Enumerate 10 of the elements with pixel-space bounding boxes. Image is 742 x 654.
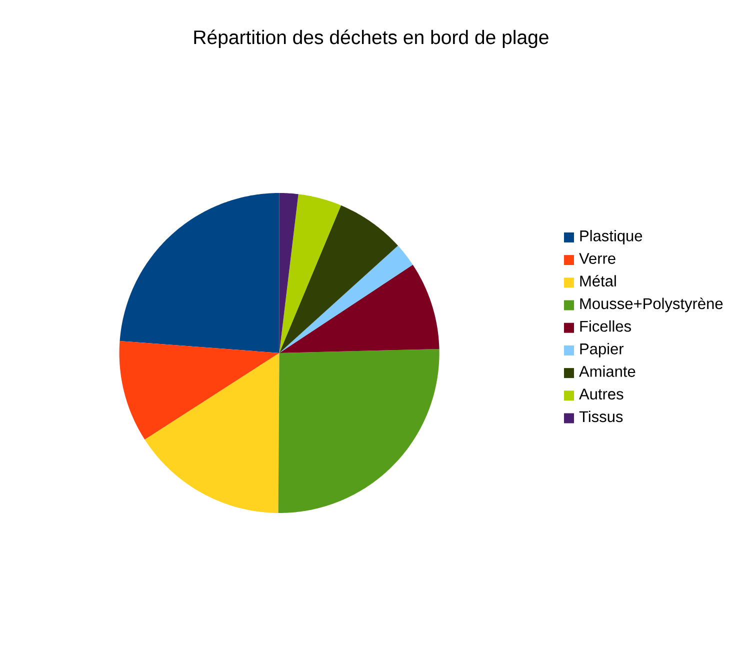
legend-label: Verre <box>579 253 616 264</box>
legend-label: Plastique <box>580 230 642 244</box>
legend-label: Métal <box>580 274 616 287</box>
legend-label: Tissus <box>579 410 623 422</box>
legend-label: Papier <box>580 342 624 358</box>
legend-label: Mousse+Polystyrène <box>580 298 723 312</box>
legend-label: Amiante <box>579 366 636 377</box>
legend-label: Ficelles <box>580 320 631 332</box>
legend-label: Autres <box>579 388 624 400</box>
chart-title: Répartition des déchets en bord de plage <box>194 30 548 48</box>
